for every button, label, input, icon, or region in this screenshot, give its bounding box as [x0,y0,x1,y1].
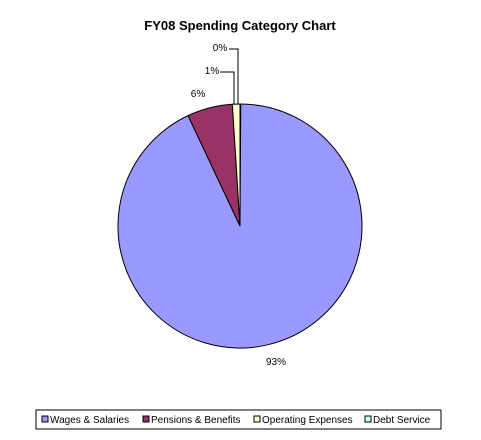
legend-label-debt-service: Debt Service [373,415,431,426]
legend-swatch-pensions-benefits [142,415,150,423]
legend-swatch-debt-service [364,415,372,423]
legend-swatch-wages-salaries [41,415,49,423]
data-label-pensions-benefits: 6% [191,89,206,100]
pie-slice-debt-service [239,103,242,227]
data-label-wages-salaries: 93% [266,357,286,368]
leader-line-operating-expenses [220,71,235,104]
legend-label-wages-salaries: Wages & Salaries [50,415,129,426]
chart-title: FY08 Spending Category Chart [144,18,336,33]
legend-box [35,409,442,430]
data-labels: 93% 6% 1% 0% [191,43,286,368]
data-label-operating-expenses: 1% [205,66,220,77]
legend-label-pensions-benefits: Pensions & Benefits [151,415,241,426]
leader-line-debt-service [229,48,239,104]
legend: Wages & Salaries Pensions & Benefits Opera… [35,409,442,430]
pie-slices [117,103,363,349]
legend-label-operating-expenses: Operating Expenses [262,415,353,426]
leader-lines [220,48,239,104]
legend-swatch-operating-expenses [253,415,261,423]
data-label-debt-service: 0% [213,43,228,54]
